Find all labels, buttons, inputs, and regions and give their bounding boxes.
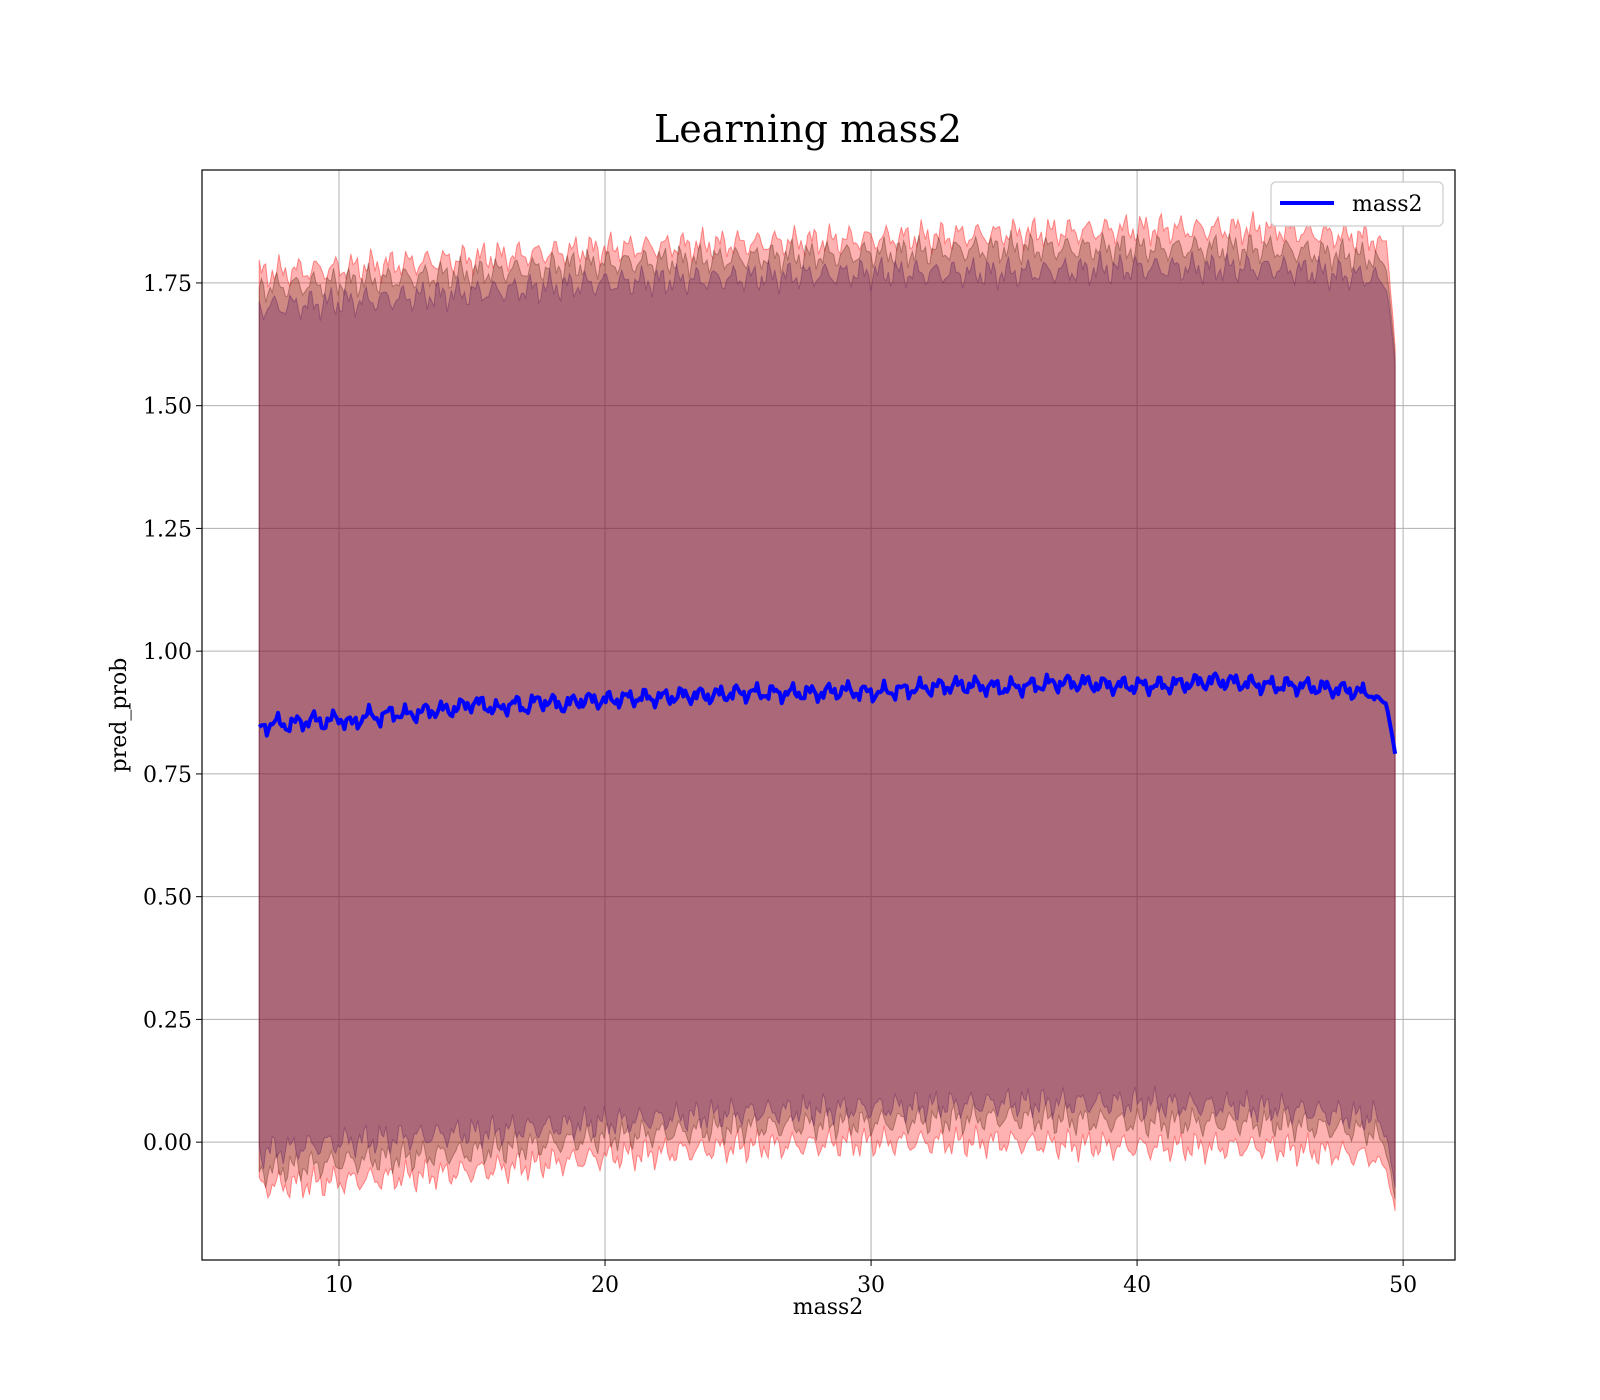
legend: mass2 xyxy=(1270,181,1444,227)
x-axis-label: mass2 xyxy=(793,1295,864,1320)
legend-label-mass2: mass2 xyxy=(1352,192,1423,217)
x-tick-label: 50 xyxy=(1389,1273,1417,1298)
y-tick-label: 0.75 xyxy=(143,763,192,788)
confidence-band xyxy=(258,211,1396,1212)
y-tick-label: 0.25 xyxy=(143,1008,192,1033)
x-tick-label: 40 xyxy=(1123,1273,1151,1298)
confidence-bands xyxy=(258,211,1396,1212)
confidence-band xyxy=(258,230,1396,1200)
y-axis-ticks: 0.00 0.25 0.50 0.75 1.00 1.25 1.50 1.75 xyxy=(143,272,202,1156)
plot-frame xyxy=(201,169,1456,1261)
x-tick-label: 30 xyxy=(857,1273,885,1298)
confidence-band xyxy=(258,251,1396,1188)
series-lines xyxy=(257,671,1398,755)
y-tick-label: 0.50 xyxy=(143,886,192,911)
x-tick-label: 20 xyxy=(591,1273,619,1298)
y-tick-label: 1.50 xyxy=(143,395,192,420)
y-axis-label: pred_prob xyxy=(107,658,132,773)
y-tick-label: 1.25 xyxy=(143,517,192,542)
legend-box xyxy=(1270,181,1444,227)
grid xyxy=(202,170,1455,1260)
x-axis-ticks: 10 20 30 40 50 xyxy=(325,1260,1417,1298)
chart-title: Learning mass2 xyxy=(654,107,962,151)
series-line-mass2 xyxy=(257,671,1398,755)
y-tick-label: 1.75 xyxy=(143,272,192,297)
y-tick-label: 1.00 xyxy=(143,640,192,665)
x-tick-label: 10 xyxy=(325,1273,353,1298)
y-tick-label: 0.00 xyxy=(143,1131,192,1156)
